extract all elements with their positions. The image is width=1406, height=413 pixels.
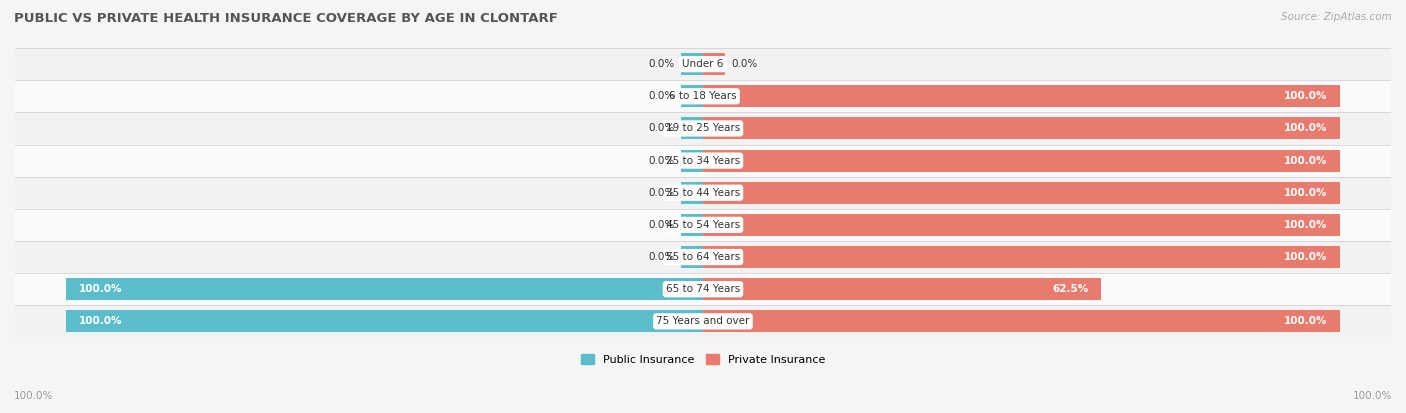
Text: 19 to 25 Years: 19 to 25 Years: [666, 123, 740, 133]
Text: 62.5%: 62.5%: [1052, 284, 1088, 294]
Text: 100.0%: 100.0%: [1284, 91, 1327, 101]
Bar: [703, 311, 1340, 332]
Text: 100.0%: 100.0%: [79, 316, 122, 326]
Bar: [66, 311, 703, 332]
Text: 6 to 18 Years: 6 to 18 Years: [669, 91, 737, 101]
Bar: [681, 85, 703, 107]
Bar: [15, 80, 1391, 112]
Bar: [15, 48, 1391, 80]
Text: 0.0%: 0.0%: [731, 59, 758, 69]
Bar: [681, 117, 703, 139]
Bar: [15, 273, 1391, 305]
Bar: [703, 278, 1101, 300]
Text: 25 to 34 Years: 25 to 34 Years: [666, 156, 740, 166]
Text: 0.0%: 0.0%: [648, 220, 675, 230]
Bar: [66, 278, 703, 300]
Bar: [703, 85, 1340, 107]
Bar: [15, 305, 1391, 337]
Text: 100.0%: 100.0%: [1284, 220, 1327, 230]
Text: 100.0%: 100.0%: [1284, 316, 1327, 326]
Text: 100.0%: 100.0%: [1353, 391, 1392, 401]
Text: 45 to 54 Years: 45 to 54 Years: [666, 220, 740, 230]
Bar: [15, 209, 1391, 241]
Bar: [703, 117, 1340, 139]
Bar: [703, 182, 1340, 204]
Bar: [15, 177, 1391, 209]
Text: 0.0%: 0.0%: [648, 123, 675, 133]
Bar: [703, 150, 1340, 171]
Bar: [703, 214, 1340, 236]
Text: 100.0%: 100.0%: [79, 284, 122, 294]
Text: 0.0%: 0.0%: [648, 91, 675, 101]
Bar: [703, 53, 725, 75]
Text: 100.0%: 100.0%: [1284, 252, 1327, 262]
Text: 35 to 44 Years: 35 to 44 Years: [666, 188, 740, 198]
Bar: [681, 246, 703, 268]
Text: 0.0%: 0.0%: [648, 59, 675, 69]
Bar: [15, 145, 1391, 177]
Text: 100.0%: 100.0%: [1284, 188, 1327, 198]
Text: PUBLIC VS PRIVATE HEALTH INSURANCE COVERAGE BY AGE IN CLONTARF: PUBLIC VS PRIVATE HEALTH INSURANCE COVER…: [14, 12, 558, 25]
Text: Source: ZipAtlas.com: Source: ZipAtlas.com: [1281, 12, 1392, 22]
Text: Under 6: Under 6: [682, 59, 724, 69]
Text: 75 Years and over: 75 Years and over: [657, 316, 749, 326]
Bar: [681, 214, 703, 236]
Bar: [15, 241, 1391, 273]
Bar: [681, 182, 703, 204]
Text: 55 to 64 Years: 55 to 64 Years: [666, 252, 740, 262]
Bar: [681, 150, 703, 171]
Text: 100.0%: 100.0%: [14, 391, 53, 401]
Bar: [681, 53, 703, 75]
Text: 0.0%: 0.0%: [648, 252, 675, 262]
Text: 0.0%: 0.0%: [648, 188, 675, 198]
Text: 100.0%: 100.0%: [1284, 156, 1327, 166]
Text: 0.0%: 0.0%: [648, 156, 675, 166]
Text: 100.0%: 100.0%: [1284, 123, 1327, 133]
Bar: [703, 246, 1340, 268]
Text: 65 to 74 Years: 65 to 74 Years: [666, 284, 740, 294]
Legend: Public Insurance, Private Insurance: Public Insurance, Private Insurance: [576, 350, 830, 370]
Bar: [15, 112, 1391, 145]
